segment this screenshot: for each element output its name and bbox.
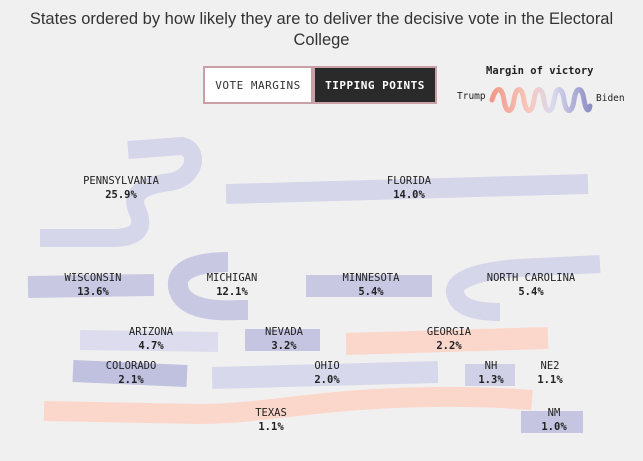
state-label-georgia: GEORGIA 2.2%	[427, 325, 471, 353]
legend-trump-label: Trump	[457, 91, 486, 102]
state-name: NH	[484, 360, 498, 372]
state-name: NE2	[540, 360, 560, 372]
state-name: WISCONSIN	[64, 272, 122, 284]
state-pct: 1.3%	[478, 374, 504, 386]
state-label-arizona: ARIZONA 4.7%	[129, 325, 173, 353]
state-label-colorado: COLORADO 2.1%	[106, 359, 157, 387]
state-pct: 13.6%	[77, 286, 109, 298]
page-title: States ordered by how likely they are to…	[29, 10, 614, 49]
state-label-wisconsin: WISCONSIN 13.6%	[65, 271, 122, 299]
shape-texas[interactable]	[43, 387, 533, 425]
state-label-michigan: MICHIGAN 12.1%	[207, 271, 258, 299]
vote-margins-button[interactable]: VOTE MARGINS	[203, 66, 313, 104]
state-name: MINNESOTA	[342, 272, 400, 284]
state-pct: 4.7%	[138, 340, 164, 352]
tipping-points-button[interactable]: TIPPING POINTS	[313, 66, 437, 104]
margin-legend-wave	[489, 87, 593, 113]
state-pct: 1.1%	[537, 374, 563, 386]
state-name: GEORGIA	[426, 326, 472, 338]
shape-ohio[interactable]	[211, 361, 439, 389]
state-pct: 25.9%	[105, 189, 137, 201]
state-label-nh: NH 1.3%	[478, 359, 503, 387]
state-pct: 2.0%	[314, 374, 340, 386]
state-name: ARIZONA	[128, 326, 174, 338]
state-pct: 14.0%	[393, 189, 425, 201]
state-label-nevada: NEVADA 3.2%	[265, 325, 303, 353]
state-pct: 1.1%	[258, 421, 284, 433]
state-name: NM	[547, 407, 561, 419]
state-pct: 5.4%	[358, 286, 384, 298]
state-label-texas: TEXAS 1.1%	[255, 406, 287, 434]
shape-michigan[interactable]	[167, 252, 248, 321]
state-label-minnesota: MINNESOTA 5.4%	[343, 271, 400, 299]
state-name: COLORADO	[105, 360, 157, 372]
legend-biden-label: Biden	[596, 93, 625, 104]
state-name: OHIO	[314, 360, 340, 372]
state-pct: 2.1%	[118, 374, 144, 386]
shape-wisconsin[interactable]	[27, 274, 155, 298]
state-name: MICHIGAN	[206, 272, 258, 284]
state-pct: 1.0%	[541, 421, 567, 433]
state-name: FLORIDA	[386, 175, 432, 187]
state-pct: 2.2%	[436, 340, 462, 352]
shape-georgia[interactable]	[345, 327, 549, 355]
state-label-ohio: OHIO 2.0%	[314, 359, 339, 387]
shape-north-carolina[interactable]	[446, 255, 601, 321]
state-name: PENNSYLVANIA	[83, 175, 159, 187]
state-label-ne2: NE2 1.1%	[537, 359, 562, 387]
state-pct: 5.4%	[518, 286, 544, 298]
state-label-nm: NM 1.0%	[541, 406, 566, 434]
state-pct: 12.1%	[216, 286, 248, 298]
state-name: NEVADA	[265, 326, 303, 338]
state-label-north-carolina: NORTH CAROLINA 5.4%	[487, 271, 576, 299]
shape-arizona[interactable]	[79, 330, 219, 352]
state-pct: 3.2%	[271, 340, 297, 352]
shape-pennsylvania[interactable]	[40, 136, 202, 247]
shape-colorado[interactable]	[72, 360, 188, 387]
state-name: NORTH CAROLINA	[486, 272, 576, 284]
state-label-pennsylvania: PENNSYLVANIA 25.9%	[83, 174, 159, 202]
shape-florida[interactable]	[225, 174, 589, 204]
state-label-florida: FLORIDA 14.0%	[387, 174, 431, 202]
legend-title: Margin of victory	[486, 65, 594, 77]
state-name: TEXAS	[255, 407, 287, 419]
